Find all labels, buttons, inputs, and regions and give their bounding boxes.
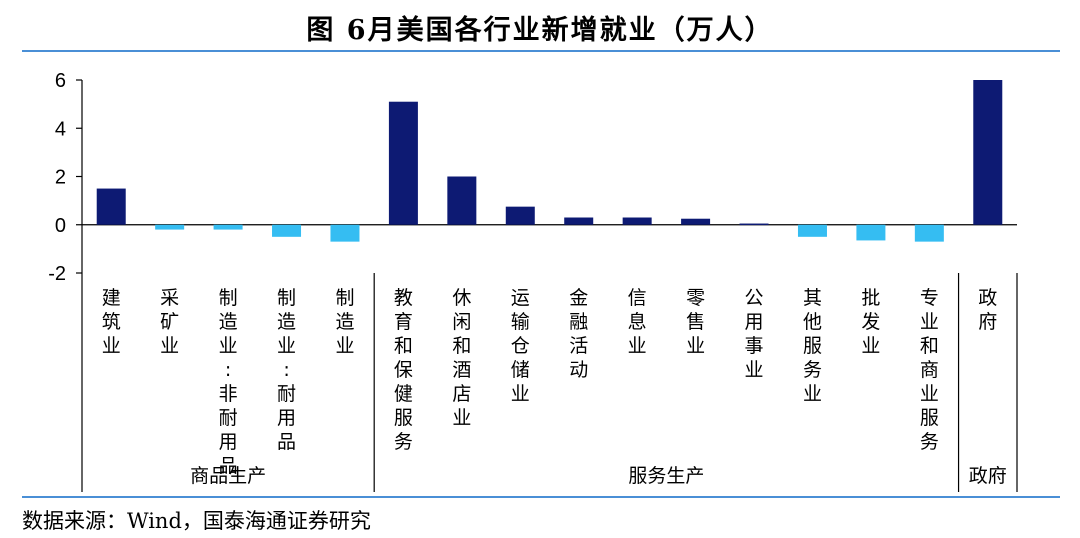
category-label-6: 休闲和酒店业 <box>452 287 471 429</box>
category-labels: 建筑业 采矿业 制造业:非耐用品 制造业:耐用品 制造业 教育和保健服务 休闲和酒店业 运输仓… <box>102 287 998 477</box>
group-label-0: 商品生产 <box>190 465 266 487</box>
bar-5 <box>388 101 418 225</box>
bar-12 <box>797 224 827 237</box>
category-label-12: 其他服务业 <box>803 287 822 405</box>
bars <box>96 80 1003 242</box>
group-label-2: 政府 <box>969 465 1007 487</box>
chart-title: 图 6月美国各行业新增就业（万人） <box>306 15 774 46</box>
category-label-14: 专业和商业服务 <box>920 287 939 453</box>
category-label-10: 零售业 <box>686 287 705 357</box>
bar-6 <box>447 176 477 225</box>
category-label-1: 采矿业 <box>160 287 179 357</box>
group-labels: 商品生产 服务生产 政府 <box>81 273 1018 492</box>
category-label-11: 公用事业 <box>745 287 764 381</box>
bar-8 <box>564 217 594 225</box>
bar-2 <box>213 224 243 230</box>
bar-4 <box>330 224 360 242</box>
bar-13 <box>856 224 886 241</box>
bar-3 <box>272 224 302 237</box>
bar-1 <box>155 224 185 230</box>
category-label-7: 运输仓储业 <box>511 287 530 405</box>
bottom-rule <box>22 496 1060 498</box>
category-label-8: 金融活动 <box>569 287 588 381</box>
category-label-13: 批发业 <box>861 287 880 357</box>
category-label-3: 制造业:耐用品 <box>277 287 296 453</box>
bar-14 <box>914 224 944 242</box>
bar-11 <box>739 223 769 226</box>
bar-10 <box>681 218 711 225</box>
category-label-4: 制造业 <box>335 287 354 357</box>
category-label-9: 信息业 <box>628 287 647 357</box>
y-tick-label: 0 <box>55 215 66 237</box>
group-label-1: 服务生产 <box>628 465 704 487</box>
category-label-5: 教育和保健服务 <box>394 287 413 453</box>
source-note: 数据来源：Wind，国泰海通证券研究 <box>22 509 371 533</box>
category-label-0: 建筑业 <box>102 287 121 357</box>
bar-15 <box>973 80 1003 225</box>
bar-chart: 6 4 2 0 -2 建筑业 采矿业 制造业:非耐用品 制造业:耐用品 制造业 教育和保健服务 休闲… <box>48 70 1018 492</box>
y-tick-label: 4 <box>55 118 66 140</box>
y-tick-label: -2 <box>48 263 66 285</box>
axes: 6 4 2 0 -2 <box>48 70 1017 285</box>
category-label-2: 制造业:非耐用品 <box>219 287 238 477</box>
bar-0 <box>96 188 126 225</box>
category-label-15: 政府 <box>978 287 997 333</box>
y-tick-label: 6 <box>55 70 66 92</box>
bar-9 <box>622 217 652 225</box>
y-tick-label: 2 <box>55 167 66 189</box>
top-rule <box>22 50 1060 52</box>
bar-7 <box>505 206 535 225</box>
